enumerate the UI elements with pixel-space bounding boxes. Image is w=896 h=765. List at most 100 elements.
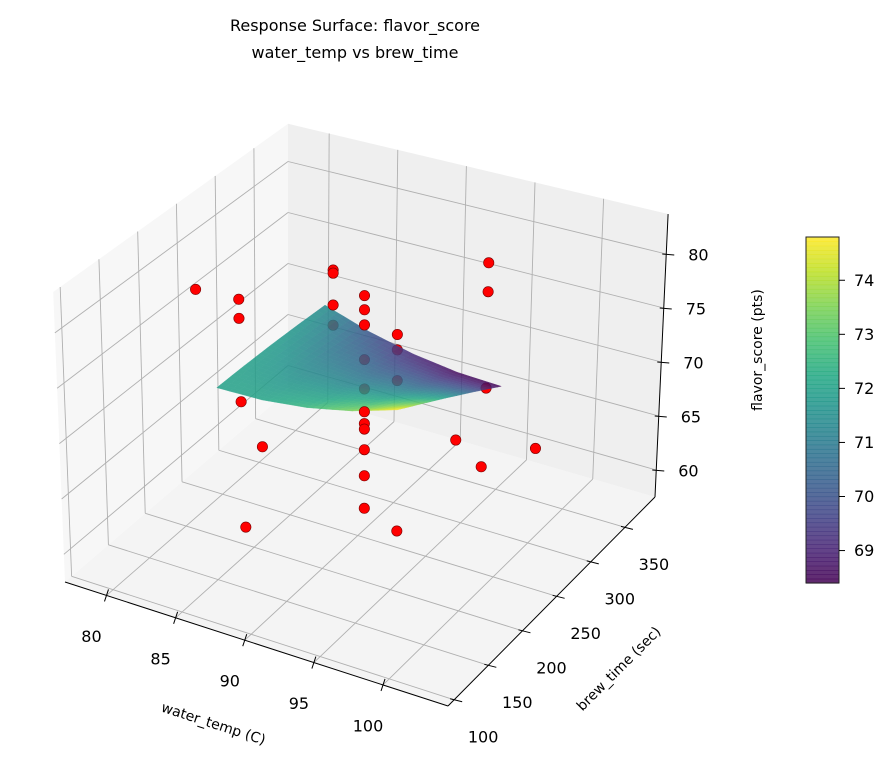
x-tick	[380, 678, 386, 692]
z-gridline	[54, 161, 289, 334]
colorbar-segment	[806, 384, 839, 389]
colorbar-segment	[806, 418, 839, 424]
x-tick-label: 90	[220, 672, 240, 691]
colorbar-frame	[805, 236, 840, 584]
y-gridline	[137, 231, 146, 514]
data-point	[358, 502, 370, 514]
colorbar: 69 70 71 72 73 74	[805, 236, 874, 584]
colorbar-segment	[806, 453, 839, 459]
colorbar-segment	[806, 509, 839, 515]
data-point	[358, 444, 370, 456]
colorbar-segment	[806, 349, 839, 355]
colorbar-segment	[806, 345, 839, 351]
x-tick	[242, 634, 248, 647]
x-gridline	[244, 440, 461, 641]
y-gridline	[255, 418, 626, 528]
colorbar-segment	[806, 496, 839, 502]
colorbar-segment	[806, 427, 839, 433]
colorbar-segment	[806, 578, 839, 584]
data-point	[240, 521, 252, 533]
colorbar-segment	[806, 410, 839, 415]
colorbar-segment	[806, 539, 839, 545]
y-tick-label: 200	[536, 658, 567, 677]
data-point	[391, 329, 403, 341]
x-axis-label: water_temp (C)	[159, 700, 267, 749]
data-point	[233, 312, 245, 324]
colorbar-segment	[806, 271, 839, 277]
colorbar-segment	[806, 522, 839, 528]
colorbar-segment	[806, 241, 839, 247]
colorbar-segment	[806, 574, 839, 580]
colorbar-segment	[806, 267, 839, 273]
colorbar-segment	[806, 327, 839, 333]
z-tick-label: 75	[686, 300, 706, 319]
colorbar-segment	[806, 262, 839, 268]
y-tick-label: 250	[570, 624, 601, 643]
z-gridline	[61, 314, 289, 500]
colorbar-segment	[806, 431, 839, 437]
x-tick-label: 100	[353, 716, 384, 735]
z-tick-label: 65	[681, 408, 701, 427]
data-point	[359, 290, 371, 302]
y-gridline	[98, 259, 109, 545]
colorbar-segment	[806, 379, 839, 385]
data-point	[256, 441, 268, 453]
chart-title: Response Surface: flavor_score	[230, 16, 480, 36]
y-gridline	[71, 575, 455, 701]
colorbar-segment	[806, 332, 839, 338]
y-gridline	[59, 286, 73, 577]
colorbar-segment	[806, 505, 839, 511]
colorbar-segment	[806, 301, 839, 307]
z-gridline	[287, 161, 667, 255]
colorbar-segment	[806, 544, 839, 549]
data-point	[327, 299, 339, 311]
z-tick	[659, 307, 672, 310]
colorbar-segment	[806, 466, 839, 472]
y-tick	[450, 698, 463, 703]
x-gridline	[106, 402, 329, 596]
colorbar-segment	[806, 448, 839, 454]
colorbar-tick-label: 73	[854, 325, 874, 344]
x-axis-line	[64, 581, 449, 707]
z-tick-label: 60	[678, 462, 698, 481]
colorbar-segment	[806, 358, 839, 364]
floor-pane	[65, 391, 655, 706]
surface-patch	[390, 408, 402, 411]
x-gridline	[175, 421, 395, 619]
colorbar-segment	[806, 275, 839, 281]
y-tick-label: 150	[502, 693, 533, 712]
x-tick-label: 80	[81, 627, 101, 646]
colorbar-segment	[806, 479, 839, 485]
colorbar-segment	[806, 552, 839, 558]
colorbar-segment	[806, 474, 839, 480]
y-gridline	[108, 544, 489, 666]
colorbar-segment	[806, 470, 839, 476]
colorbar-segment	[806, 401, 839, 407]
colorbar-segment	[806, 306, 839, 312]
data-point	[483, 257, 495, 269]
z-tick	[657, 361, 670, 364]
data-point	[450, 434, 462, 446]
axes-lines	[64, 214, 675, 707]
z-tick-label: 80	[688, 246, 708, 265]
y-tick	[484, 663, 497, 668]
colorbar-segment	[806, 422, 839, 428]
colorbar-segment	[806, 284, 839, 290]
colorbar-segment	[806, 414, 839, 420]
y-tick	[620, 525, 634, 530]
x-tick-label: 95	[289, 694, 309, 713]
x-gridline	[382, 478, 594, 686]
data-point	[529, 442, 541, 454]
colorbar-segment	[806, 513, 839, 519]
colorbar-segment	[806, 245, 839, 251]
colorbar-segment	[806, 237, 839, 242]
data-point	[358, 406, 370, 418]
colorbar-segment	[806, 293, 839, 299]
colorbar-tick-label: 72	[854, 379, 874, 398]
data-point	[190, 283, 202, 295]
left-pane	[53, 123, 289, 583]
colorbar-segment	[806, 526, 839, 532]
x-tick	[311, 656, 317, 669]
y-axis-line	[447, 496, 656, 707]
